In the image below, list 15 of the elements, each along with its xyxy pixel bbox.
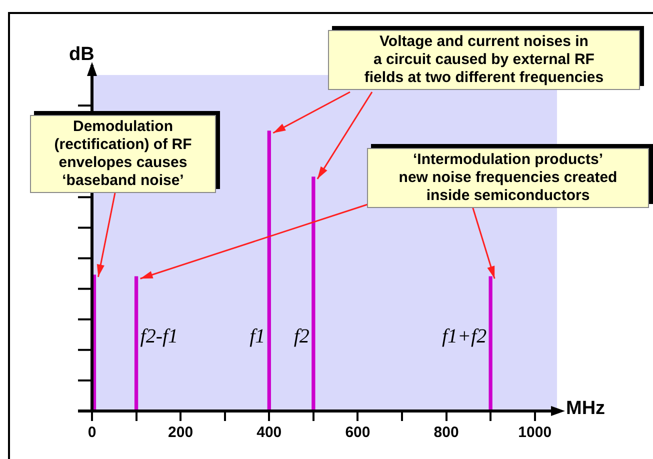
x-tick-label: 1000 <box>518 424 552 442</box>
x-tick-label: 400 <box>256 424 282 442</box>
y-axis-title: dB <box>69 44 94 66</box>
bar <box>267 130 271 411</box>
x-tick-label: 0 <box>88 424 96 442</box>
x-tick-label: 800 <box>434 424 459 442</box>
series-label: f2-f1 <box>140 325 178 348</box>
series-label: f1+f2 <box>442 325 487 348</box>
bar <box>134 276 138 411</box>
x-tick-label: 600 <box>345 424 370 442</box>
series-label: f1 <box>250 325 266 348</box>
series-label: f2 <box>294 325 310 348</box>
x-tick-label: 200 <box>168 424 194 442</box>
bar <box>312 176 316 411</box>
x-axis-title: MHz <box>566 398 606 420</box>
